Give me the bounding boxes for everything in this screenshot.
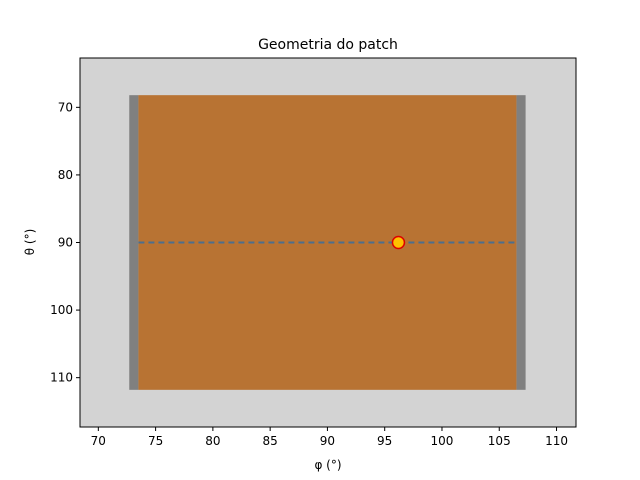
x-axis-label: φ (°) — [314, 458, 341, 472]
x-tick-label: 85 — [263, 434, 278, 448]
y-axis-label: θ (°) — [23, 229, 37, 256]
x-tick-label: 75 — [148, 434, 163, 448]
y-tick-label: 70 — [58, 100, 73, 114]
right-edge-strip — [516, 95, 526, 390]
feed-point-marker — [391, 235, 406, 250]
y-tick-label: 110 — [50, 371, 73, 385]
x-tick-label: 90 — [320, 434, 335, 448]
x-tick-label: 105 — [488, 434, 511, 448]
x-tick-label: 80 — [205, 434, 220, 448]
x-tick-label: 70 — [91, 434, 106, 448]
y-tick-label: 100 — [50, 303, 73, 317]
x-tick-label: 100 — [431, 434, 454, 448]
patch-layer — [129, 95, 526, 390]
y-tick-label: 90 — [58, 236, 73, 250]
y-tick-label: 80 — [58, 168, 73, 182]
x-tick-label: 110 — [545, 434, 568, 448]
tick-layer: 70 75 80 85 90 95 100 105 110 70 80 90 100 110 — [50, 100, 568, 448]
left-edge-strip — [129, 95, 139, 390]
chart-title: Geometria do patch — [258, 37, 398, 53]
x-tick-label: 95 — [377, 434, 392, 448]
